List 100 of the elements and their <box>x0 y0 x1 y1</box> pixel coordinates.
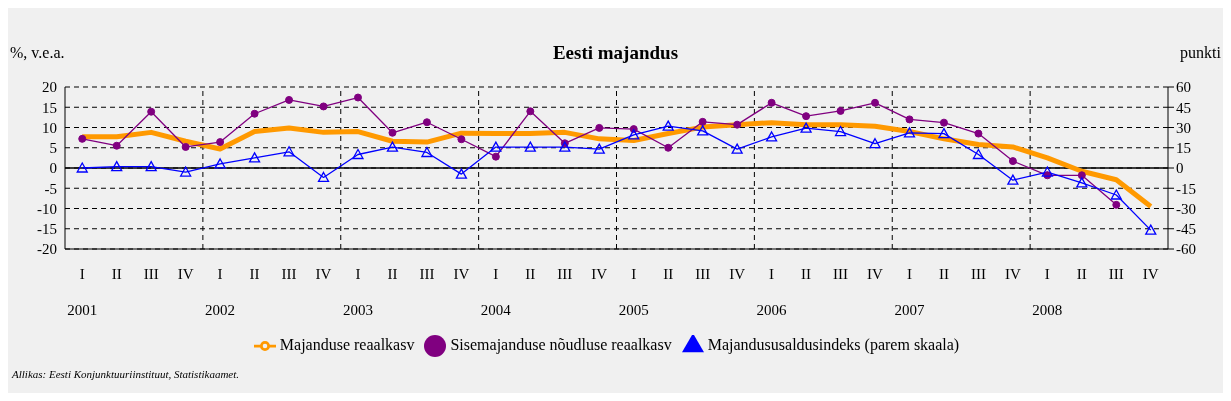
point <box>697 125 709 136</box>
point <box>800 122 812 133</box>
point <box>593 143 605 154</box>
y2-axis-title: punkti <box>1180 44 1221 62</box>
point <box>662 120 674 131</box>
category-label: I 2006 <box>756 266 787 318</box>
x-tick-label: III <box>281 266 297 282</box>
point <box>353 93 362 102</box>
point <box>526 107 535 116</box>
point <box>938 127 950 139</box>
legend-label: Majanduse reaalkasv <box>279 335 415 353</box>
x-tick-label: III <box>557 266 573 282</box>
point <box>974 129 983 138</box>
point <box>939 118 948 127</box>
point <box>1008 157 1017 166</box>
point <box>181 142 190 151</box>
y2-tick-label: 15 <box>1176 140 1191 157</box>
x-tick-label: IV <box>591 266 608 282</box>
x-tick-label: III <box>695 266 711 282</box>
point <box>78 134 87 143</box>
x-tick-label: III <box>970 266 986 282</box>
point <box>111 161 123 172</box>
point <box>834 125 847 137</box>
point <box>871 98 880 107</box>
y-tick-label: -5 <box>44 180 57 197</box>
point <box>869 138 881 149</box>
point <box>386 141 399 152</box>
x-tick-label: IV <box>1004 266 1021 282</box>
category-label: I 2001 <box>67 266 98 318</box>
point <box>905 115 914 124</box>
y2-tick-label: 60 <box>1176 79 1191 96</box>
y-tick-label: 15 <box>42 99 57 116</box>
point <box>698 117 707 126</box>
point <box>524 141 536 152</box>
point <box>903 127 916 138</box>
category-label: I 2007 <box>894 266 925 318</box>
point <box>559 141 571 152</box>
x-tick-label: II <box>1076 266 1087 282</box>
point <box>76 162 88 173</box>
point <box>767 98 776 107</box>
x-tick-label: III <box>419 266 435 282</box>
y-tick-label: -15 <box>37 221 57 238</box>
point <box>1110 189 1122 200</box>
category-label: I 2003 <box>342 266 373 318</box>
y2-tick-label: -30 <box>1176 200 1196 217</box>
point <box>664 143 673 152</box>
x-tick-label: IV <box>729 266 746 282</box>
y2-tick-label: -45 <box>1176 221 1196 238</box>
y2-tick-label: 0 <box>1176 160 1184 177</box>
y2-tick-label: -60 <box>1176 241 1196 258</box>
x-tick-label: II <box>938 266 949 282</box>
y-tick-label: 20 <box>42 79 57 96</box>
point <box>112 141 121 150</box>
y-tick-label: -20 <box>37 241 57 258</box>
point <box>731 143 743 154</box>
point <box>1077 171 1086 180</box>
x-tick-label: IV <box>177 266 194 282</box>
point <box>455 168 468 179</box>
category-label: I 2008 <box>1032 266 1063 318</box>
point <box>1112 200 1121 209</box>
point <box>628 129 640 140</box>
x-tick-label: II <box>525 266 536 282</box>
x-tick-label: II <box>663 266 674 282</box>
x-tick-label: III <box>1108 266 1124 282</box>
point <box>1041 166 1054 177</box>
y2-tick-label: -15 <box>1176 180 1196 197</box>
point <box>422 118 431 127</box>
point <box>1076 177 1088 188</box>
point <box>765 131 778 142</box>
point <box>285 95 294 104</box>
point <box>145 161 157 172</box>
point <box>317 171 330 183</box>
category-label: I 2004 <box>480 266 511 318</box>
legend-label: Sisemajanduse nõudluse reaalkasv <box>450 335 672 353</box>
point <box>491 152 500 161</box>
chart-title: Eesti majandus <box>552 42 679 63</box>
point <box>490 141 502 152</box>
x-tick-label: II <box>387 266 398 282</box>
point <box>1145 224 1157 235</box>
point <box>250 109 259 118</box>
point <box>388 128 397 137</box>
point <box>1007 174 1019 185</box>
legend-label: Majandususaldusindeks (parem skaala) <box>707 335 960 353</box>
x-tick-label: IV <box>315 266 332 282</box>
x-tick-label: IV <box>1142 266 1159 282</box>
point <box>972 148 985 160</box>
x-tick-label: II <box>801 266 812 282</box>
y-tick-label: 10 <box>42 119 57 136</box>
x-tick-label: IV <box>453 266 470 282</box>
point <box>352 148 364 160</box>
y-tick-label: 5 <box>49 140 57 157</box>
x-tick-label: III <box>833 266 849 282</box>
point <box>457 135 466 144</box>
y2-tick-label: 30 <box>1176 119 1191 136</box>
point <box>319 102 328 111</box>
y2-tick-label: 45 <box>1176 99 1191 116</box>
point <box>421 146 433 158</box>
category-label: I 2005 <box>618 266 649 318</box>
x-tick-label: II <box>111 266 122 282</box>
y-tick-label: -10 <box>37 200 57 217</box>
